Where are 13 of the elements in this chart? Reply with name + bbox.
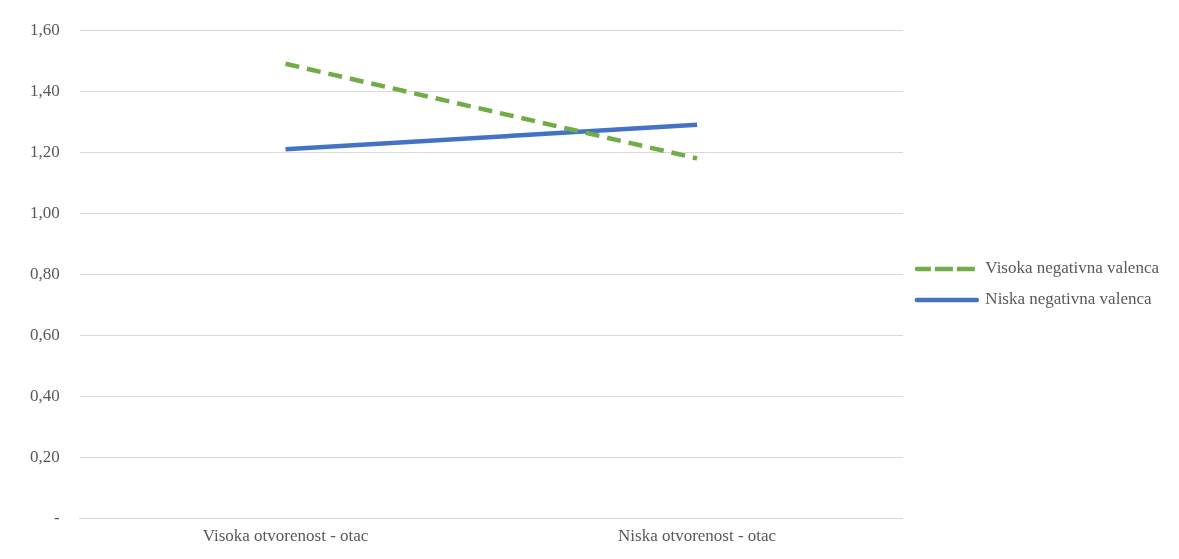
y-tick-label: 1,00	[30, 202, 60, 222]
x-tick-label: Niska otvorenost - otac	[618, 526, 777, 546]
x-tick-label: Visoka otvorenost - otac	[202, 526, 369, 546]
y-tick-label: 0,40	[30, 385, 60, 405]
y-tick-label: 0,80	[30, 263, 60, 283]
legend-label: Niska negativna valenca	[985, 289, 1152, 309]
y-tick-label: 0,20	[30, 447, 60, 467]
y-tick-label: 1,60	[30, 19, 60, 39]
y-tick-label: 1,40	[30, 80, 60, 100]
y-tick-label: 0,60	[30, 324, 60, 344]
y-tick-label: -	[54, 508, 61, 528]
legend-label: Visoka negativna valenca	[985, 258, 1160, 278]
y-tick-label: 1,20	[30, 141, 60, 161]
